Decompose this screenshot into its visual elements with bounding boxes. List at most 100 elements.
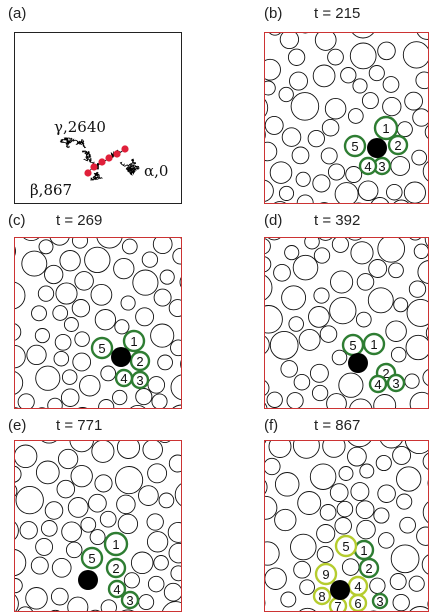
- packing-particle: [21, 250, 48, 277]
- packing-particle: [424, 237, 429, 248]
- packing-particle: [422, 500, 429, 524]
- packing-particle: [327, 48, 344, 66]
- packing-particle: [406, 298, 429, 327]
- packing-particle: [293, 373, 311, 391]
- packing-particle: [268, 440, 292, 458]
- packing-particle: [19, 521, 38, 540]
- packing-particle: [405, 334, 429, 361]
- packing-particle: [264, 379, 270, 397]
- packing-particle: [385, 320, 407, 342]
- packing-particle: [161, 601, 182, 612]
- packing-particle: [70, 464, 93, 488]
- packing-particle: [37, 285, 55, 302]
- neighbor-label: 3: [126, 593, 133, 608]
- packing-particle: [404, 373, 420, 389]
- neighbor-particle: [114, 368, 134, 388]
- packing-particle: [417, 260, 429, 284]
- packing-particle: [74, 271, 94, 291]
- packing-particle: [281, 127, 302, 147]
- packing-particle: [264, 179, 274, 202]
- packing-particle: [34, 328, 50, 344]
- packing-particle: [408, 575, 425, 592]
- packing-particle: [356, 519, 376, 540]
- packing-particle: [90, 283, 113, 306]
- neighbor-label: 5: [342, 539, 349, 554]
- packing-particle: [168, 299, 182, 318]
- packing-particle: [396, 493, 413, 510]
- packing-particle: [147, 463, 168, 484]
- neighbor-label: 3: [376, 594, 383, 609]
- neighbor-particle: [368, 374, 388, 394]
- packing-particle: [264, 58, 281, 81]
- packing-particle: [146, 531, 169, 553]
- packing-particle: [322, 440, 346, 458]
- neighbor-label: 3: [378, 159, 385, 174]
- packing-particle: [284, 245, 300, 261]
- packing-particle: [392, 199, 410, 204]
- neighbor-label: 2: [136, 354, 143, 369]
- packing-particle: [40, 520, 58, 537]
- packing-particle: [14, 465, 22, 483]
- packing-particle: [386, 183, 403, 201]
- packing-particle: [278, 86, 294, 103]
- packing-particle: [76, 407, 89, 409]
- packing-particle: [264, 567, 287, 590]
- packing-particle: [351, 32, 375, 39]
- neighbor-label: 5: [88, 551, 95, 566]
- packing-particle: [49, 609, 62, 612]
- packing-particle: [17, 393, 35, 409]
- neighbor-particle: [120, 590, 140, 610]
- packing-particle: [408, 606, 429, 612]
- packing-particle: [266, 237, 282, 241]
- packing-particle: [307, 129, 325, 148]
- packing-particle: [313, 287, 330, 304]
- packing-particle: [264, 115, 284, 135]
- packing-particle: [49, 237, 70, 246]
- panel-label-c: (c): [8, 212, 26, 229]
- path-dot: [90, 163, 98, 171]
- neighbor-label: 3: [136, 373, 143, 388]
- packing-particle: [159, 269, 175, 285]
- packing-particle: [299, 579, 315, 596]
- packing-particle: [382, 96, 402, 117]
- packing-particle: [44, 501, 64, 520]
- neighbor-label: 4: [364, 159, 371, 174]
- packing-particle: [272, 201, 288, 204]
- packing-particle: [347, 237, 363, 241]
- packing-particle: [287, 48, 306, 66]
- packing-particle: [388, 262, 404, 279]
- neighbor-particle: [122, 329, 146, 353]
- packing-particle: [296, 194, 314, 204]
- packing-particle: [71, 237, 89, 249]
- packing-particle: [367, 287, 394, 314]
- packing-particle: [163, 582, 182, 602]
- packing-particle: [411, 149, 428, 166]
- packing-particle: [316, 545, 334, 563]
- tracer-particle: [367, 138, 387, 158]
- packing-particle: [152, 237, 173, 255]
- packing-particle: [14, 281, 26, 310]
- packing-particle: [290, 92, 320, 121]
- packing-particle: [402, 41, 429, 69]
- packing-particle: [309, 363, 329, 383]
- packing-particle: [14, 244, 16, 258]
- packing-particle: [264, 457, 281, 476]
- packing-particle: [167, 521, 182, 543]
- packing-particle: [147, 376, 166, 394]
- packing-particle: [321, 118, 340, 137]
- packing-particle: [350, 241, 374, 265]
- packing-particle: [291, 146, 310, 165]
- packing-particle: [142, 440, 163, 460]
- packing-particle: [280, 360, 298, 378]
- packing-particle: [422, 160, 429, 182]
- packing-particle: [350, 482, 370, 502]
- packing-particle: [311, 384, 329, 402]
- packing-particle: [396, 466, 422, 492]
- packing-particle: [60, 388, 80, 407]
- packing-particle: [31, 305, 47, 322]
- packing-particle: [290, 533, 317, 561]
- packing-particle: [347, 446, 367, 467]
- packing-particle: [424, 124, 429, 140]
- packing-particle: [330, 270, 354, 294]
